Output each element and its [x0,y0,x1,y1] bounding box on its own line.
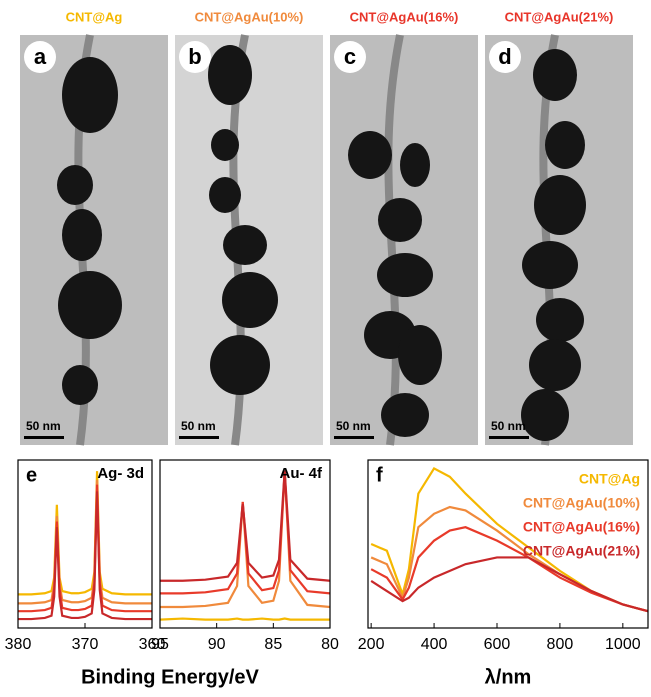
spectrum-line [18,480,152,605]
nanoparticle [381,393,429,437]
panel-letter: f [376,464,383,486]
spectrum-line [370,526,649,613]
nanoparticle [223,225,267,265]
nanoparticle [377,253,433,297]
panel-letter: b [188,44,201,69]
x-axis-label: λ/nm [485,666,532,688]
nanoparticle [208,45,252,105]
nanoparticle [62,365,98,405]
scale-bar [179,436,219,439]
spectrum-line [18,491,152,621]
panel-header: CNT@AgAu(10%) [195,9,304,24]
scale-bar-label: 50 nm [26,419,61,433]
scale-bar-label: 50 nm [181,419,216,433]
nanoparticle [348,131,392,179]
nanoparticle [209,177,241,213]
nanoparticle [400,143,430,187]
letter-badge [24,41,56,73]
x-tick-label: 800 [547,636,574,653]
x-tick-label: 200 [358,636,385,653]
panel-letter: e [26,464,37,486]
nanoparticle [62,57,118,133]
nanoparticle [534,175,586,235]
legend-entry: CNT@AgAu(21%) [523,543,640,559]
x-tick-label: 400 [421,636,448,653]
letter-badge [179,41,211,73]
nanoparticle [211,129,239,161]
x-tick-label: 95 [151,636,169,653]
nanoparticle [522,241,578,289]
nanoparticle [521,389,569,441]
plot-frame [367,459,649,629]
letter-badge [489,41,521,73]
nanoparticle [210,335,270,395]
x-tick-label: 90 [208,636,226,653]
scale-bar-label: 50 nm [336,419,371,433]
x-tick-label: 85 [264,636,282,653]
chart-title: Ag- 3d [97,465,144,482]
nanoparticle [545,121,585,169]
x-tick-label: 80 [321,636,339,653]
x-tick-label: 360 [139,636,166,653]
spectrum-line [18,471,152,596]
legend-entry: CNT@AgAu(10%) [523,495,640,511]
panel-letter: a [34,44,47,69]
spectrum-line [370,556,649,613]
panel-letter: c [344,44,356,69]
nanoparticle [529,339,581,391]
panel-header: CNT@AgAu(21%) [505,9,614,24]
legend-entry: CNT@AgAu(16%) [523,519,640,535]
x-tick-label: 1000 [605,636,641,653]
spectrum-line [160,470,331,582]
panel-letter: d [498,44,511,69]
x-tick-label: 600 [484,636,511,653]
nanoparticle [222,272,278,328]
scale-bar-label: 50 nm [491,419,526,433]
scale-bar [334,436,374,439]
panel-header: CNT@AgAu(16%) [350,9,459,24]
nanoparticle [378,198,422,242]
x-tick-label: 380 [5,636,32,653]
nanoparticle [536,298,584,342]
panel-header: CNT@Ag [66,9,123,24]
legend-entry: CNT@Ag [579,471,640,487]
scale-bar [24,436,64,439]
x-axis-label: Binding Energy/eV [81,666,259,688]
nanoparticle [57,165,93,205]
nanoparticle [533,49,577,101]
spectrum-line [159,617,330,621]
nanoparticle [58,271,122,339]
plot-frame [159,459,331,629]
chart-title: Au- 4f [280,465,324,482]
nanoparticle [398,325,442,385]
nanoparticle [62,209,102,261]
x-tick-label: 370 [72,636,99,653]
scale-bar [489,436,529,439]
letter-badge [334,41,366,73]
